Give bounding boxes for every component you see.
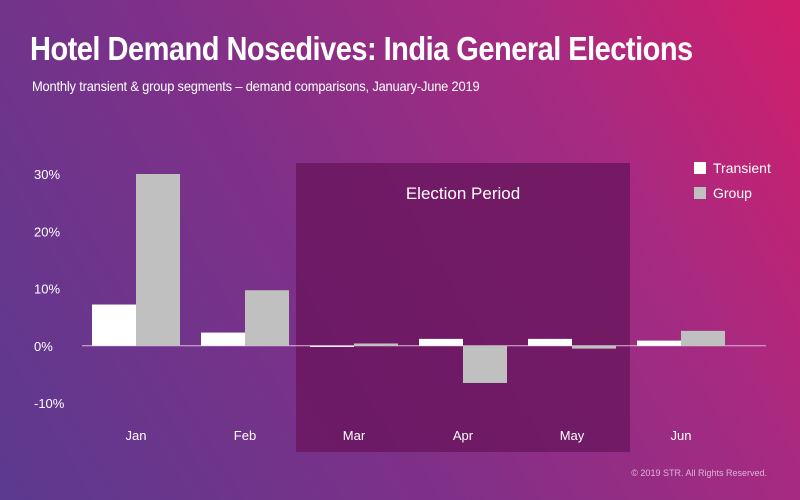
bar-transient-mar — [310, 345, 354, 347]
x-tick-label: May — [560, 428, 585, 443]
copyright-notice: © 2019 STR. All Rights Reserved. — [631, 468, 767, 478]
bar-group-jun — [681, 330, 725, 346]
chart-title: Hotel Demand Nosedives: India General El… — [30, 30, 693, 67]
legend-swatch-group — [694, 187, 706, 199]
chart-subtitle: Monthly transient & group segments – dem… — [32, 78, 480, 94]
bar-transient-feb — [201, 332, 245, 346]
y-tick-label: 10% — [34, 282, 60, 297]
x-tick-label: Jan — [126, 428, 147, 443]
y-tick-label: 0% — [34, 339, 53, 354]
legend-label-group: Group — [713, 185, 752, 201]
bar-transient-may — [528, 338, 572, 346]
y-tick-label: 30% — [34, 167, 60, 182]
bar-transient-jan — [92, 304, 136, 346]
y-tick-label: 20% — [34, 224, 60, 239]
x-tick-label: Apr — [453, 428, 474, 443]
bar-transient-apr — [419, 338, 463, 346]
x-tick-label: Mar — [343, 428, 366, 443]
y-tick-label: -10% — [34, 396, 65, 411]
bar-group-may — [572, 345, 616, 349]
bar-transient-jun — [637, 340, 681, 346]
bar-group-feb — [245, 290, 289, 346]
bar-group-apr — [463, 345, 507, 383]
x-tick-label: Feb — [234, 428, 256, 443]
bar-group-jan — [136, 174, 180, 346]
bar-group-mar — [354, 343, 398, 346]
x-tick-label: Jun — [671, 428, 692, 443]
election-period-label: Election Period — [406, 184, 520, 203]
legend-swatch-transient — [694, 162, 706, 174]
legend-label-transient: Transient — [713, 160, 771, 176]
election-period-band — [296, 163, 630, 452]
